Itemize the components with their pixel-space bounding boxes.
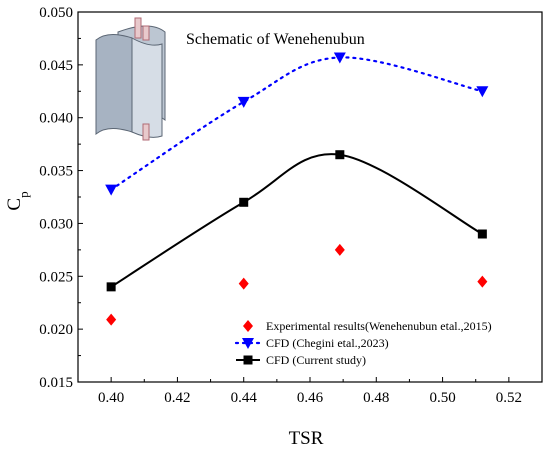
inset: Schematic of Wenehenubun [95, 17, 365, 141]
series-line [110, 56, 484, 191]
x-tick-label: 0.48 [363, 390, 389, 406]
data-point [237, 96, 250, 108]
legend-item: CFD (Chegini etal.,2023) [234, 336, 389, 350]
y-tick-label: 0.050 [39, 5, 73, 21]
x-tick-label: 0.52 [496, 390, 522, 406]
data-point [477, 229, 487, 239]
x-tick-label: 0.42 [164, 390, 190, 406]
x-axis-label: TSR [289, 428, 324, 449]
y-axis-label: Cp [4, 191, 31, 210]
series-line [110, 153, 483, 288]
inset-title: Schematic of Wenehenubun [186, 31, 365, 48]
rotor-schematic-icon [95, 17, 166, 141]
legend-label: Experimental results(Wenehenubun etal.,2… [266, 319, 492, 333]
legend: Experimental results(Wenehenubun etal.,2… [234, 319, 492, 367]
data-point [333, 52, 346, 64]
x-tick-label: 0.44 [231, 390, 258, 406]
x-tick-label: 0.46 [297, 390, 324, 406]
data-point [106, 282, 116, 292]
legend-item: Experimental results(Wenehenubun etal.,2… [243, 319, 492, 333]
legend-marker [242, 338, 254, 349]
y-tick-label: 0.015 [39, 375, 73, 391]
data-point [239, 197, 249, 207]
ticks: 0.40 0.42 0.44 0.46 0.48 0.50 0.52 0.015 0.020 0.… [4, 5, 522, 449]
legend-item: CFD (Current study) [236, 353, 366, 367]
x-tick-label: 0.50 [429, 390, 455, 406]
data-point [106, 313, 117, 326]
y-tick-label: 0.035 [39, 164, 73, 180]
data-point [238, 277, 249, 290]
series-1 [106, 243, 488, 326]
legend-marker [243, 355, 253, 365]
y-tick-label: 0.040 [39, 111, 73, 127]
data-point [477, 275, 488, 288]
legend-label: CFD (Current study) [266, 353, 366, 367]
x-tick-label: 0.40 [98, 390, 124, 406]
legend-label: CFD (Chegini etal.,2023) [266, 336, 389, 350]
data-point [334, 243, 345, 256]
y-tick-label: 0.020 [39, 322, 73, 338]
data-point [335, 150, 345, 160]
y-tick-label: 0.030 [39, 216, 73, 232]
series-layer [105, 52, 489, 326]
y-tick-label: 0.045 [39, 58, 73, 74]
series-2 [105, 52, 489, 196]
data-point [105, 184, 118, 196]
series-3 [106, 150, 487, 292]
y-tick-label: 0.025 [39, 269, 73, 285]
data-point [476, 86, 489, 98]
legend-marker [243, 320, 253, 332]
